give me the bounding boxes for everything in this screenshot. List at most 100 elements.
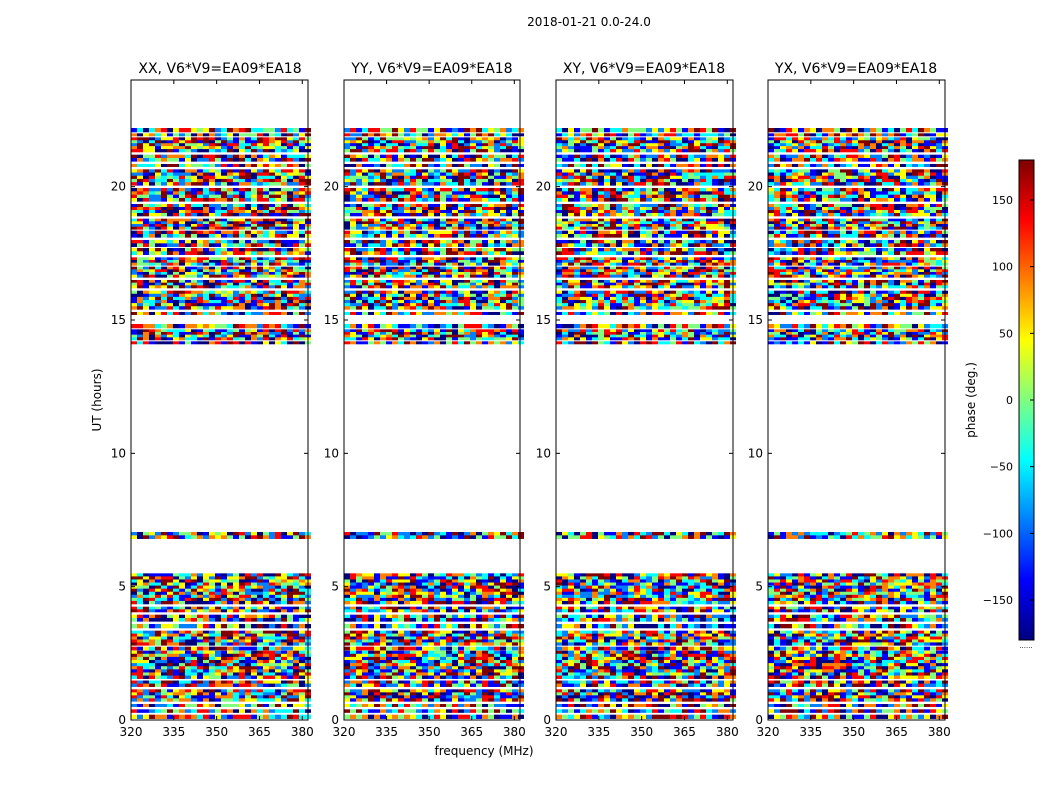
phase-cell bbox=[470, 290, 476, 295]
phase-cell bbox=[488, 532, 494, 536]
phase-cell bbox=[137, 332, 143, 335]
phase-cell bbox=[263, 143, 269, 147]
phase-cell bbox=[131, 618, 137, 622]
phase-cell bbox=[143, 630, 149, 634]
phase-cell bbox=[275, 248, 281, 252]
phase-cell bbox=[275, 337, 281, 341]
phase-cell bbox=[155, 535, 161, 539]
phase-cell bbox=[167, 704, 173, 707]
phase-cell bbox=[350, 672, 356, 676]
phase-cell bbox=[155, 169, 161, 173]
phase-cell bbox=[263, 585, 269, 589]
phase-cell bbox=[434, 272, 440, 275]
phase-cell bbox=[404, 606, 410, 610]
phase-cell bbox=[233, 535, 239, 539]
phase-cell bbox=[518, 332, 524, 335]
phase-cell bbox=[161, 240, 167, 244]
phase-cell bbox=[482, 266, 488, 270]
phase-cell bbox=[239, 290, 245, 295]
phase-cell bbox=[185, 146, 191, 150]
phase-cell bbox=[233, 128, 239, 133]
phase-cell bbox=[209, 213, 215, 217]
phase-cell bbox=[398, 285, 404, 289]
phase-cell bbox=[131, 535, 137, 539]
phase-cell bbox=[458, 269, 464, 273]
phase-cell bbox=[416, 257, 422, 261]
phase-cell bbox=[173, 293, 179, 298]
phase-cell bbox=[476, 594, 482, 599]
phase-cell bbox=[239, 296, 245, 301]
phase-cell bbox=[179, 579, 185, 583]
phase-cell bbox=[518, 704, 524, 707]
phase-cell bbox=[374, 296, 380, 301]
phase-cell bbox=[191, 293, 197, 298]
phase-cell bbox=[137, 656, 143, 661]
phase-cell bbox=[227, 576, 233, 580]
phase-cell bbox=[233, 600, 239, 605]
phase-cell bbox=[362, 532, 368, 536]
phase-cell bbox=[476, 272, 482, 275]
phase-cell bbox=[422, 257, 428, 261]
phase-cell bbox=[143, 188, 149, 192]
phase-cell bbox=[500, 636, 506, 640]
phase-cell bbox=[185, 154, 191, 159]
phase-cell bbox=[167, 240, 173, 244]
phase-cell bbox=[488, 285, 494, 289]
phase-cell bbox=[221, 312, 227, 315]
phase-cell bbox=[464, 306, 470, 310]
phase-cell bbox=[173, 579, 179, 583]
phase-cell bbox=[299, 588, 305, 593]
phase-cell bbox=[476, 683, 482, 687]
phase-cell bbox=[179, 143, 185, 147]
phase-cell bbox=[380, 576, 386, 580]
phase-cell bbox=[149, 213, 155, 217]
phase-cell bbox=[422, 329, 428, 333]
phase-cell bbox=[368, 636, 374, 640]
phase-cell bbox=[197, 591, 203, 596]
phase-cell bbox=[344, 306, 350, 310]
phase-cell bbox=[215, 293, 221, 298]
phase-cell bbox=[131, 146, 137, 150]
phase-cell bbox=[269, 182, 275, 186]
phase-cell bbox=[293, 140, 299, 144]
phase-cell bbox=[410, 600, 416, 605]
phase-cell bbox=[458, 618, 464, 622]
phase-cell bbox=[422, 532, 428, 536]
phase-cell bbox=[380, 704, 386, 707]
phase-cell bbox=[173, 210, 179, 214]
phase-cell bbox=[161, 272, 167, 275]
phase-cell bbox=[428, 334, 434, 338]
phase-cell bbox=[281, 606, 287, 610]
phase-cell bbox=[299, 680, 305, 684]
phase-cell bbox=[506, 714, 512, 719]
phase-cell bbox=[185, 293, 191, 298]
phase-cell bbox=[494, 660, 500, 664]
phase-cell bbox=[251, 262, 257, 266]
phase-cell bbox=[476, 630, 482, 634]
phase-cell bbox=[251, 290, 257, 295]
phase-cell bbox=[476, 695, 482, 699]
phase-cell bbox=[440, 332, 446, 335]
phase-cell bbox=[179, 714, 185, 719]
phase-cell bbox=[257, 630, 263, 634]
phase-cell bbox=[137, 614, 143, 619]
phase-cell bbox=[137, 535, 143, 539]
phase-cell bbox=[500, 675, 506, 679]
phase-cell bbox=[374, 606, 380, 610]
phase-cell bbox=[149, 709, 155, 713]
phase-cell bbox=[344, 642, 350, 646]
phase-cell bbox=[131, 133, 137, 137]
phase-cell bbox=[392, 290, 398, 295]
phase-cell bbox=[518, 274, 524, 278]
phase-cell bbox=[344, 591, 350, 596]
phase-cell bbox=[251, 248, 257, 252]
phase-cell bbox=[476, 579, 482, 583]
phase-cell bbox=[434, 306, 440, 310]
phase-cell bbox=[191, 594, 197, 599]
phase-cell bbox=[446, 293, 452, 298]
phase-cell bbox=[464, 692, 470, 696]
phase-cell bbox=[215, 334, 221, 338]
phase-cell bbox=[464, 303, 470, 307]
phase-cell bbox=[293, 224, 299, 227]
phase-cell bbox=[137, 230, 143, 235]
